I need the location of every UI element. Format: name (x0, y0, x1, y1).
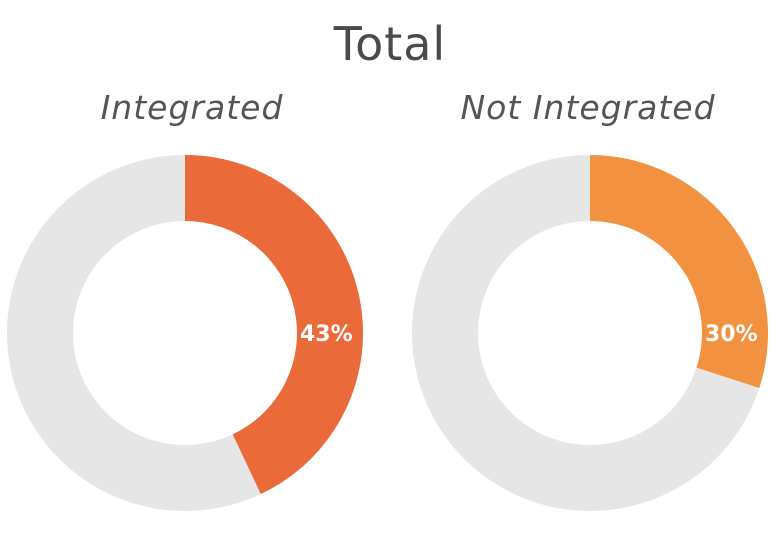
donut-remainder-integrated (7, 155, 261, 511)
chart-label-not-integrated: Not Integrated (460, 88, 716, 127)
donut-chart-integrated: 43% (7, 155, 363, 511)
chart-label-integrated: Integrated (100, 88, 284, 127)
donut-chart-not-integrated: 30% (412, 155, 769, 511)
donut-value-label-integrated: 43% (300, 322, 353, 347)
donut-slice-not-integrated (590, 155, 769, 389)
chart-title: Total (333, 17, 447, 71)
donut-slice-integrated (185, 155, 363, 495)
donut-remainder-not-integrated (412, 155, 760, 511)
donut-value-label-not-integrated: 30% (705, 322, 758, 347)
